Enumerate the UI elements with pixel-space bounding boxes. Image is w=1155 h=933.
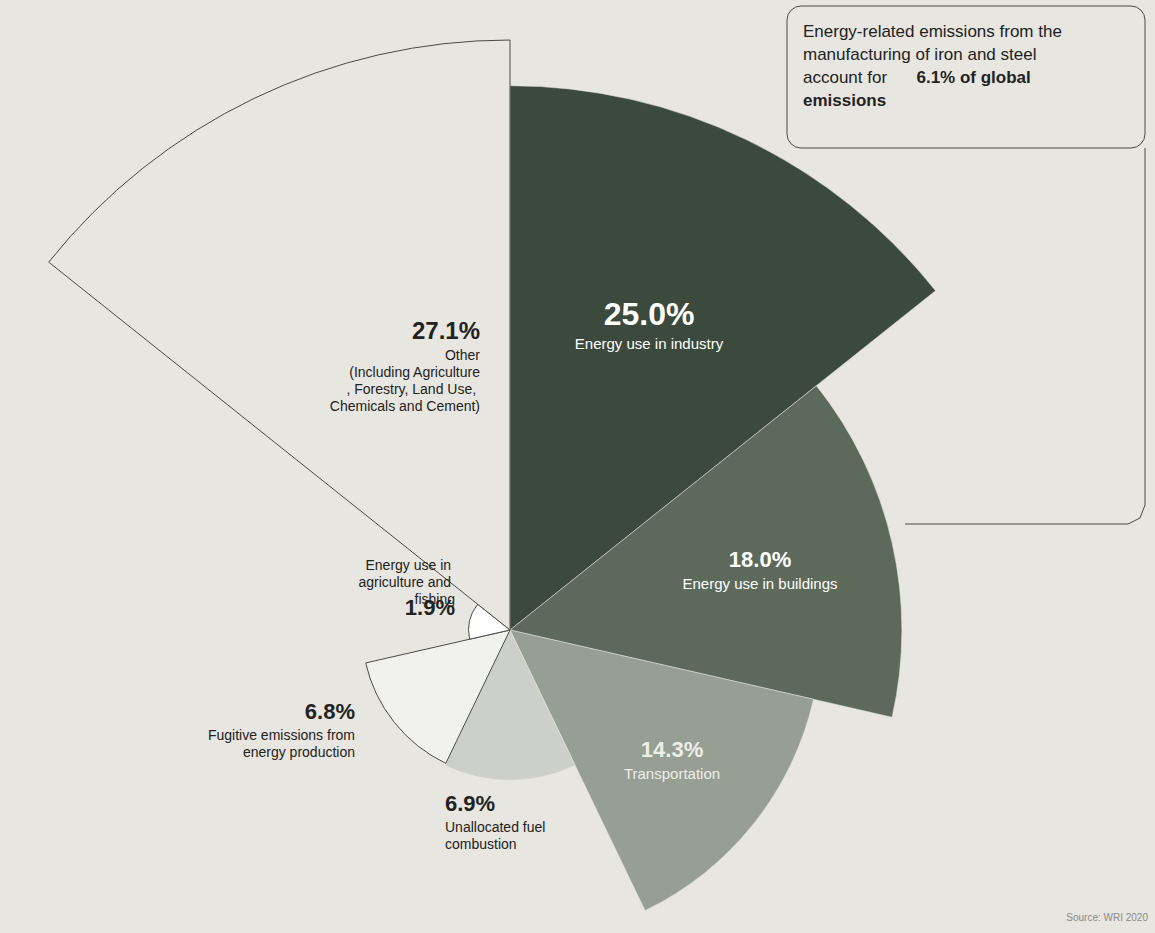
svg-text:(Including Agriculture: (Including Agriculture xyxy=(349,364,480,380)
svg-text:Energy use in industry: Energy use in industry xyxy=(575,335,724,352)
svg-text:Unallocated fuel: Unallocated fuel xyxy=(445,819,549,835)
svg-text:6.1% of global: 6.1% of global xyxy=(916,68,1035,87)
svg-text:emissions: emissions xyxy=(803,91,886,110)
svg-text:Energy use in buildings: Energy use in buildings xyxy=(682,575,837,592)
svg-text:combustion: combustion xyxy=(445,836,517,852)
svg-text:Energy use in: Energy use in xyxy=(366,557,456,573)
svg-text:1.9%: 1.9% xyxy=(404,594,455,620)
svg-text:Fugitive emissions from: Fugitive emissions from xyxy=(208,727,355,743)
svg-text:energy production: energy production xyxy=(239,744,355,760)
svg-text:Other: Other xyxy=(445,347,480,363)
svg-text:agriculture and: agriculture and xyxy=(358,574,455,590)
svg-text:Energy-related emissions from: Energy-related emissions from the xyxy=(803,22,1067,41)
svg-text:18.0%: 18.0% xyxy=(729,547,791,572)
svg-text:fishing: fishing xyxy=(415,591,455,607)
svg-text:Transportation: Transportation xyxy=(624,765,720,782)
svg-text:Source: WRI 2020: Source: WRI 2020 xyxy=(1066,912,1148,923)
svg-text:, Forestry, Land Use,: , Forestry, Land Use, xyxy=(346,381,480,397)
svg-text:manufacturing of iron and stee: manufacturing of iron and steel xyxy=(803,45,1041,64)
svg-text:6.9%: 6.9% xyxy=(445,791,495,816)
svg-text:27.1%: 27.1% xyxy=(412,317,480,344)
svg-text:Chemicals and Cement): Chemicals and Cement) xyxy=(330,398,480,414)
svg-text:14.3%: 14.3% xyxy=(641,737,703,762)
svg-text:account for: account for xyxy=(803,68,892,87)
svg-text:6.8%: 6.8% xyxy=(305,699,355,724)
svg-text:25.0%: 25.0% xyxy=(604,296,695,332)
